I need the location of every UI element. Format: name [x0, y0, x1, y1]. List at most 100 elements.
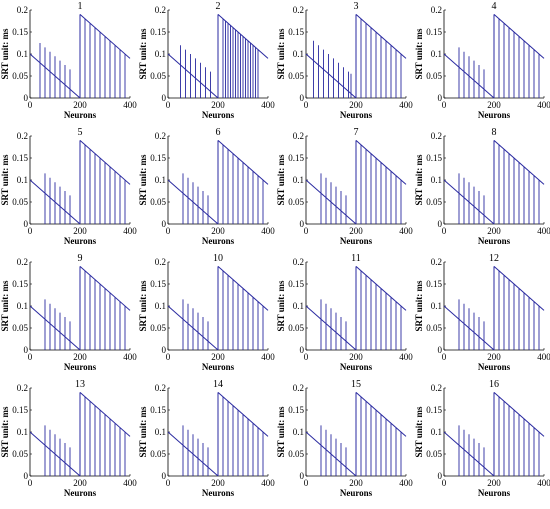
y-tick-label: 0	[438, 471, 443, 481]
x-tick-label: 200	[73, 100, 87, 110]
x-tick-label: 0	[442, 352, 447, 362]
y-tick-label: 0.15	[288, 405, 304, 415]
y-tick-label: 0.1	[431, 49, 442, 59]
y-tick-label: 0.1	[17, 301, 28, 311]
y-tick-label: 0.2	[431, 131, 442, 141]
y-tick-label: 0.05	[288, 323, 304, 333]
x-tick-label: 400	[123, 100, 137, 110]
x-tick-label: 400	[123, 478, 137, 488]
panel-title: 15	[351, 379, 361, 390]
y-tick-label: 0.05	[12, 71, 28, 81]
y-tick-label: 0.2	[293, 5, 304, 15]
y-tick-label: 0	[438, 345, 443, 355]
y-axis-label: SRT unit: ms	[276, 280, 286, 332]
y-axis-label: SRT unit: ms	[414, 406, 424, 458]
y-tick-label: 0.2	[17, 131, 28, 141]
x-tick-label: 200	[487, 226, 501, 236]
y-tick-label: 0.1	[293, 49, 304, 59]
panel-title: 7	[354, 127, 359, 138]
y-tick-label: 0	[162, 93, 167, 103]
x-tick-label: 400	[537, 352, 550, 362]
y-tick-label: 0.2	[17, 257, 28, 267]
panel-title: 5	[78, 127, 83, 138]
x-tick-label: 400	[537, 100, 550, 110]
y-tick-label: 0.15	[426, 153, 442, 163]
y-axis-label: SRT unit: ms	[0, 406, 10, 458]
x-axis-label: Neurons	[202, 236, 235, 246]
y-tick-label: 0.05	[288, 71, 304, 81]
y-axis-label: SRT unit: ms	[0, 154, 10, 206]
y-tick-label: 0.15	[12, 405, 28, 415]
y-tick-label: 0	[438, 219, 443, 229]
x-tick-label: 200	[349, 478, 363, 488]
y-tick-label: 0.05	[426, 449, 442, 459]
y-tick-label: 0.15	[426, 27, 442, 37]
x-tick-label: 400	[399, 226, 413, 236]
x-tick-label: 400	[537, 226, 550, 236]
panel-title: 1	[78, 1, 83, 12]
panel-title: 2	[216, 1, 221, 12]
y-tick-label: 0.15	[150, 279, 166, 289]
x-axis-label: Neurons	[340, 488, 373, 498]
panel-title: 10	[213, 253, 223, 264]
x-axis-label: Neurons	[202, 110, 235, 120]
x-axis-label: Neurons	[202, 488, 235, 498]
x-tick-label: 400	[123, 226, 137, 236]
y-tick-label: 0	[438, 93, 443, 103]
y-tick-label: 0.2	[17, 383, 28, 393]
x-tick-label: 0	[166, 352, 171, 362]
panel-title: 3	[354, 1, 359, 12]
y-tick-label: 0	[162, 219, 167, 229]
y-tick-label: 0.1	[293, 301, 304, 311]
panel-title: 4	[492, 1, 497, 12]
y-tick-label: 0	[24, 219, 29, 229]
y-axis-label: SRT unit: ms	[138, 28, 148, 80]
y-tick-label: 0.2	[293, 257, 304, 267]
y-axis-label: SRT unit: ms	[276, 154, 286, 206]
y-tick-label: 0	[300, 219, 305, 229]
x-axis-label: Neurons	[478, 488, 511, 498]
y-axis-label: SRT unit: ms	[138, 154, 148, 206]
x-tick-label: 400	[537, 478, 550, 488]
x-tick-label: 0	[166, 100, 171, 110]
x-tick-label: 0	[166, 478, 171, 488]
x-tick-label: 0	[304, 352, 309, 362]
y-tick-label: 0.2	[431, 257, 442, 267]
x-tick-label: 400	[261, 478, 275, 488]
y-tick-label: 0.05	[426, 71, 442, 81]
x-tick-label: 400	[261, 226, 275, 236]
y-tick-label: 0.15	[12, 279, 28, 289]
x-tick-label: 0	[442, 100, 447, 110]
x-axis-label: Neurons	[478, 362, 511, 372]
y-tick-label: 0	[300, 345, 305, 355]
x-axis-label: Neurons	[64, 362, 97, 372]
x-tick-label: 0	[28, 478, 33, 488]
x-tick-label: 200	[211, 226, 225, 236]
y-tick-label: 0.1	[17, 427, 28, 437]
x-tick-label: 0	[166, 226, 171, 236]
y-tick-label: 0	[162, 345, 167, 355]
y-tick-label: 0.2	[431, 383, 442, 393]
y-axis-label: SRT unit: ms	[0, 28, 10, 80]
panel-title: 11	[351, 253, 361, 264]
y-tick-label: 0.2	[155, 257, 166, 267]
x-tick-label: 200	[211, 352, 225, 362]
y-tick-label: 0.1	[293, 427, 304, 437]
y-tick-label: 0.1	[17, 49, 28, 59]
x-tick-label: 400	[399, 352, 413, 362]
x-tick-label: 400	[399, 100, 413, 110]
x-axis-label: Neurons	[202, 362, 235, 372]
y-tick-label: 0.2	[155, 5, 166, 15]
y-axis-label: SRT unit: ms	[414, 280, 424, 332]
y-tick-label: 0.05	[150, 449, 166, 459]
x-tick-label: 200	[349, 226, 363, 236]
y-tick-label: 0	[300, 471, 305, 481]
x-tick-label: 200	[487, 100, 501, 110]
x-tick-label: 200	[73, 478, 87, 488]
y-tick-label: 0.05	[150, 71, 166, 81]
y-axis-label: SRT unit: ms	[0, 280, 10, 332]
y-tick-label: 0.1	[431, 301, 442, 311]
y-tick-label: 0.05	[150, 323, 166, 333]
panel-title: 8	[492, 127, 497, 138]
